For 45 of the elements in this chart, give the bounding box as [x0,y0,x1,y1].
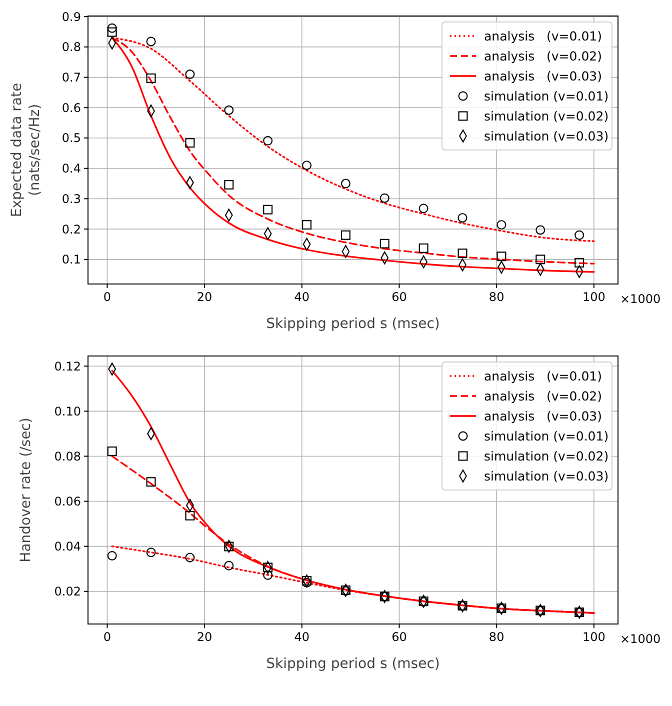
y-tick-label: 0.2 [62,222,81,236]
y-tick-label: 0.9 [62,10,81,24]
x-tick-label: 100 [582,290,606,304]
legend-label: simulation (v=0.03) [484,128,609,144]
y-tick-label: 0.04 [54,540,81,554]
y-axis-title: Handover rate (/sec) [18,418,34,562]
legend-label: simulation (v=0.02) [484,108,609,124]
x-tick-label: 0 [103,290,112,304]
legend-label: simulation (v=0.01) [484,88,609,104]
x-tick-label: 20 [196,630,212,644]
legend-label: analysis (v=0.01) [484,28,602,44]
x-tick-label: 80 [488,630,504,644]
x-tick-label: 80 [488,290,504,304]
x-axis-title: Skipping period s (msec) [266,656,440,672]
y-axis-title: Expected data rate (nats/sec/Hz) [9,82,43,218]
x-tick-label: 60 [392,630,407,644]
y-tick-label: 0.08 [54,449,81,464]
legend-label: analysis (v=0.02) [484,48,602,64]
legend-label: analysis (v=0.03) [484,408,602,424]
legend-label: simulation (v=0.03) [484,468,609,484]
y-tick-label: 0.8 [62,40,81,54]
y-tick-label: 0.3 [62,192,81,206]
y-tick-label: 0.6 [62,100,81,115]
x-tick-label: 0 [103,630,112,644]
y-tick-label: 0.02 [54,584,81,599]
legend-label: analysis (v=0.03) [484,68,602,84]
x-tick-label: 100 [582,630,606,644]
y-tick-label: 0.7 [62,70,81,85]
y-tick-label: 0.5 [62,131,81,146]
text: ×1000 [620,292,661,306]
y-tick-label: 0.12 [54,359,81,374]
x-axis-title: Skipping period s (msec) [266,316,440,332]
x-tick-label: 60 [392,290,407,304]
x-tick-label: 40 [294,630,310,644]
y-tick-label: 0.06 [54,494,81,508]
y-tick-label: 0.1 [62,252,81,267]
legend-label: simulation (v=0.02) [484,448,609,464]
legend-label: analysis (v=0.02) [484,388,602,404]
x-tick-label: 20 [196,290,212,304]
y-tick-label: 0.10 [54,404,81,418]
legend-label: simulation (v=0.01) [484,428,609,444]
x-tick-label: 40 [294,290,310,304]
y-tick-label: 0.4 [62,162,81,176]
text: ×1000 [620,632,661,646]
legend-label: analysis (v=0.01) [484,368,602,384]
